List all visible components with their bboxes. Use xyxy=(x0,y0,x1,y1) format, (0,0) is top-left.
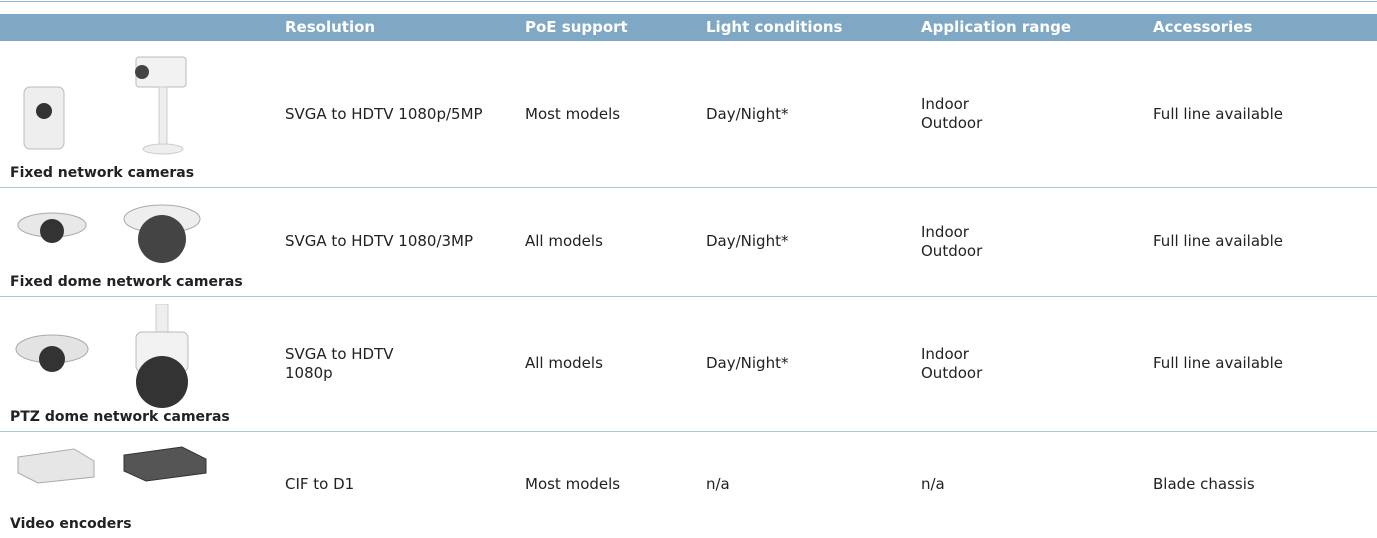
product-image xyxy=(14,439,214,493)
table-cell: SVGA to HDTV 1080/3MP xyxy=(285,187,473,296)
table-cell: Day/Night* xyxy=(706,41,788,187)
table-cell: n/a xyxy=(921,431,945,538)
cell-line: Indoor xyxy=(921,344,969,363)
column-header: Accessories xyxy=(1153,18,1253,36)
table-row: Fixed network cameras SVGA to HDTV 1080p/… xyxy=(0,41,1377,188)
table-row: PTZ dome network cameras SVGA to HDTV 1080… xyxy=(0,296,1377,432)
cell-line: Blade chassis xyxy=(1153,475,1255,493)
product-image xyxy=(14,49,214,168)
table-cell: Full line available xyxy=(1153,41,1283,187)
table-cell: SVGA to HDTV 1080p xyxy=(285,296,394,431)
top-rule xyxy=(0,1,1377,2)
column-header: Application range xyxy=(921,18,1072,36)
table-cell: Day/Night* xyxy=(706,296,788,431)
table-cell: Day/Night* xyxy=(706,187,788,296)
cell-line: All models xyxy=(525,354,603,372)
table-cell: Most models xyxy=(525,431,620,538)
cell-line: CIF to D1 xyxy=(285,475,355,493)
column-header: PoE support xyxy=(525,18,628,36)
header-row: Resolution PoE support Light conditions App… xyxy=(0,14,1377,41)
cell-line: Day/Night* xyxy=(706,104,789,123)
table-row: Fixed dome network cameras SVGA to HDTV 1… xyxy=(0,187,1377,297)
cell-line: Full line available xyxy=(1153,104,1283,123)
table-cell: Blade chassis xyxy=(1153,431,1255,538)
cell-line: Outdoor xyxy=(921,114,983,132)
cell-line: Outdoor xyxy=(921,363,983,382)
table-cell: Most models xyxy=(525,41,620,187)
cell-line: SVGA to HDTV xyxy=(285,344,394,363)
product-name: PTZ dome network cameras xyxy=(10,409,230,425)
cell-line: Outdoor xyxy=(921,241,983,260)
cell-line: SVGA to HDTV 1080p/5MP xyxy=(285,104,483,123)
table-row: Video encoders CIF to D1 Most models n/a n/a… xyxy=(0,431,1377,538)
cell-line: Indoor xyxy=(921,95,969,113)
table-cell: Full line available xyxy=(1153,296,1283,431)
cell-line: 1080p xyxy=(285,363,333,382)
table-cell: Indoor Outdoor xyxy=(921,187,982,296)
product-name: Video encoders xyxy=(10,516,132,532)
cell-line: Full line available xyxy=(1153,354,1283,372)
cell-line: n/a xyxy=(921,475,945,493)
cell-line: Day/Night* xyxy=(706,232,789,250)
cell-line: Day/Night* xyxy=(706,354,789,372)
table-cell: CIF to D1 xyxy=(285,431,354,538)
table-cell: Indoor Outdoor xyxy=(921,296,982,431)
cell-line: Most models xyxy=(525,475,621,493)
table-cell: n/a xyxy=(706,431,730,538)
table-cell: All models xyxy=(525,296,603,431)
cell-line: Full line available xyxy=(1153,232,1283,250)
column-header: Light conditions xyxy=(706,18,843,36)
product-name: Fixed network cameras xyxy=(10,165,195,181)
column-header: Resolution xyxy=(285,18,376,36)
product-image xyxy=(14,195,214,284)
product-name: Fixed dome network cameras xyxy=(10,274,243,290)
cell-line: Most models xyxy=(525,104,621,123)
table-cell: Indoor Outdoor xyxy=(921,41,982,187)
cell-line: n/a xyxy=(706,475,730,493)
cell-line: Indoor xyxy=(921,222,969,241)
table-cell: Full line available xyxy=(1153,187,1283,296)
cell-line: SVGA to HDTV 1080/3MP xyxy=(285,232,474,250)
table-cell: SVGA to HDTV 1080p/5MP xyxy=(285,41,483,187)
table-cell: All models xyxy=(525,187,603,296)
cell-line: All models xyxy=(525,232,603,250)
product-image xyxy=(14,303,214,418)
